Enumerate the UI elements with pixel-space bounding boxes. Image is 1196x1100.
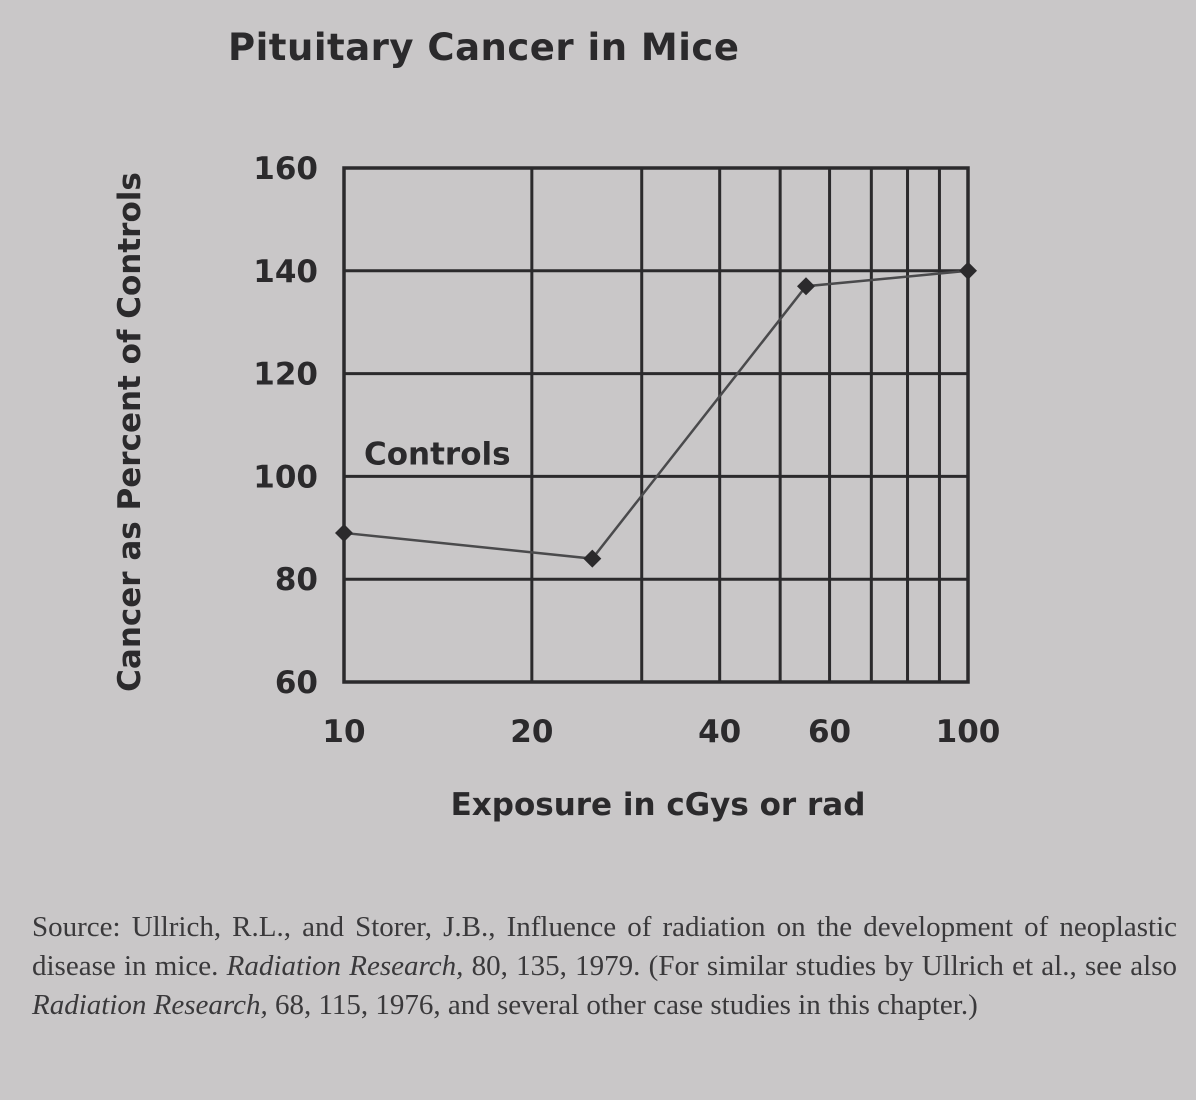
tick-labels: 60 80 100 120 140 160 10 20 40 60 100 <box>253 151 1000 750</box>
y-tick-label: 160 <box>253 151 318 187</box>
y-tick-label: 80 <box>275 562 318 598</box>
x-axis-label: Exposure in cGys or rad <box>451 787 866 823</box>
chart-title: Pituitary Cancer in Mice <box>228 26 740 69</box>
data-point <box>959 261 977 280</box>
source-mid: 80, 135, 1979. (For similar studies by U… <box>463 950 1177 982</box>
source-journal-2: Radiation Research, <box>32 989 268 1021</box>
y-tick-label: 120 <box>253 357 318 393</box>
y-axis-label: Cancer as Percent of Controls <box>112 172 148 692</box>
y-tick-label: 60 <box>275 665 318 701</box>
x-tick-label: 100 <box>936 714 1001 750</box>
source-prefix: Source: Ullrich, R.L., and Storer, J.B.,… <box>32 911 1177 982</box>
source-note: Source: Ullrich, R.L., and Storer, J.B.,… <box>32 908 1177 1025</box>
x-tick-label: 40 <box>698 714 741 750</box>
series-line <box>343 269 969 560</box>
x-tick-label: 20 <box>510 714 553 750</box>
x-tick-label: 60 <box>808 714 851 750</box>
data-point <box>796 277 815 296</box>
y-tick-label: 100 <box>253 459 318 495</box>
source-journal-1: Radiation Research, <box>226 950 464 982</box>
x-tick-label: 10 <box>322 714 365 750</box>
data-point <box>335 523 353 542</box>
controls-annotation: Controls <box>364 436 511 472</box>
source-suffix: 68, 115, 1976, and several other case st… <box>267 989 978 1021</box>
series-layer <box>335 261 977 568</box>
grid <box>342 166 970 684</box>
plot-frame <box>342 166 970 684</box>
y-tick-label: 140 <box>253 254 318 290</box>
chart-area: 60 80 100 120 140 160 10 20 40 60 100 Controls Exp… <box>112 151 1000 823</box>
data-point <box>583 549 602 568</box>
